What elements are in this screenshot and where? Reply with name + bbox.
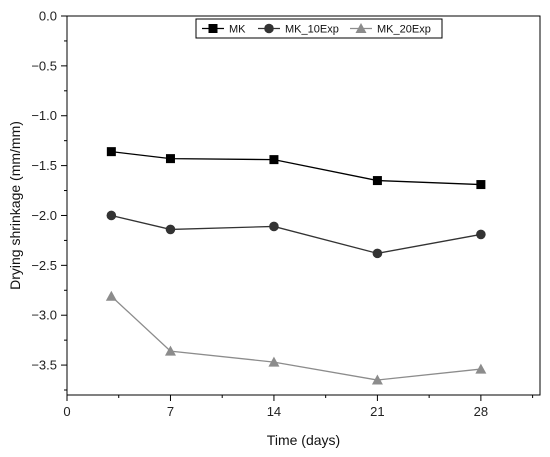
data-point: [165, 224, 176, 235]
y-tick-label: −3.5: [31, 358, 57, 373]
data-point: [269, 155, 279, 165]
legend-marker: [355, 23, 367, 33]
data-point: [371, 374, 383, 385]
x-tick-label: 21: [370, 404, 384, 419]
data-point: [164, 345, 176, 356]
y-tick-label: −1.5: [31, 158, 57, 173]
axes: 0 7 14 21 28 0.0 −0.5 −1.0 −1.5 −2.0 −2.5 −3.0 −3.5: [31, 9, 541, 419]
series-layer: [105, 147, 487, 385]
y-tick-label: −2.0: [31, 208, 57, 223]
x-tick-label: 7: [167, 404, 174, 419]
data-point: [105, 290, 117, 301]
legend: MK MK_10Exp MK_20Exp: [195, 18, 443, 39]
y-axis-title: Drying shrinkage (mm/mm): [7, 121, 23, 290]
series-mk-20exp: [105, 290, 487, 385]
series-mk: [106, 147, 486, 190]
data-point: [372, 176, 382, 186]
y-tick-label: −3.0: [31, 308, 57, 323]
legend-box: [195, 18, 443, 39]
data-point: [475, 363, 487, 374]
data-point: [268, 356, 280, 367]
series-mk-10exp: [106, 210, 486, 259]
data-point: [269, 221, 279, 232]
data-point: [106, 210, 117, 221]
series-line: [111, 214, 481, 255]
x-tick-label: 28: [474, 404, 488, 419]
plot-frame: [66, 15, 541, 396]
legend-label: MK: [229, 24, 246, 36]
data-point: [476, 229, 486, 240]
y-tick-label: −1.0: [31, 108, 57, 123]
data-point: [476, 180, 486, 190]
legend-marker: [208, 24, 218, 33]
data-point: [106, 147, 116, 157]
legend-label: MK_20Exp: [377, 24, 431, 36]
legend-label: MK_10Exp: [285, 24, 339, 36]
series-line: [110, 295, 481, 381]
x-tick-label: 0: [63, 404, 70, 419]
data-point: [372, 248, 383, 259]
y-tick-label: 0.0: [39, 9, 57, 24]
y-tick-label: −2.5: [31, 258, 57, 273]
x-tick-label: 14: [267, 404, 281, 419]
data-point: [165, 154, 175, 164]
legend-marker: [264, 23, 274, 34]
x-axis-title: Time (days): [267, 432, 340, 448]
y-tick-label: −0.5: [31, 58, 57, 73]
